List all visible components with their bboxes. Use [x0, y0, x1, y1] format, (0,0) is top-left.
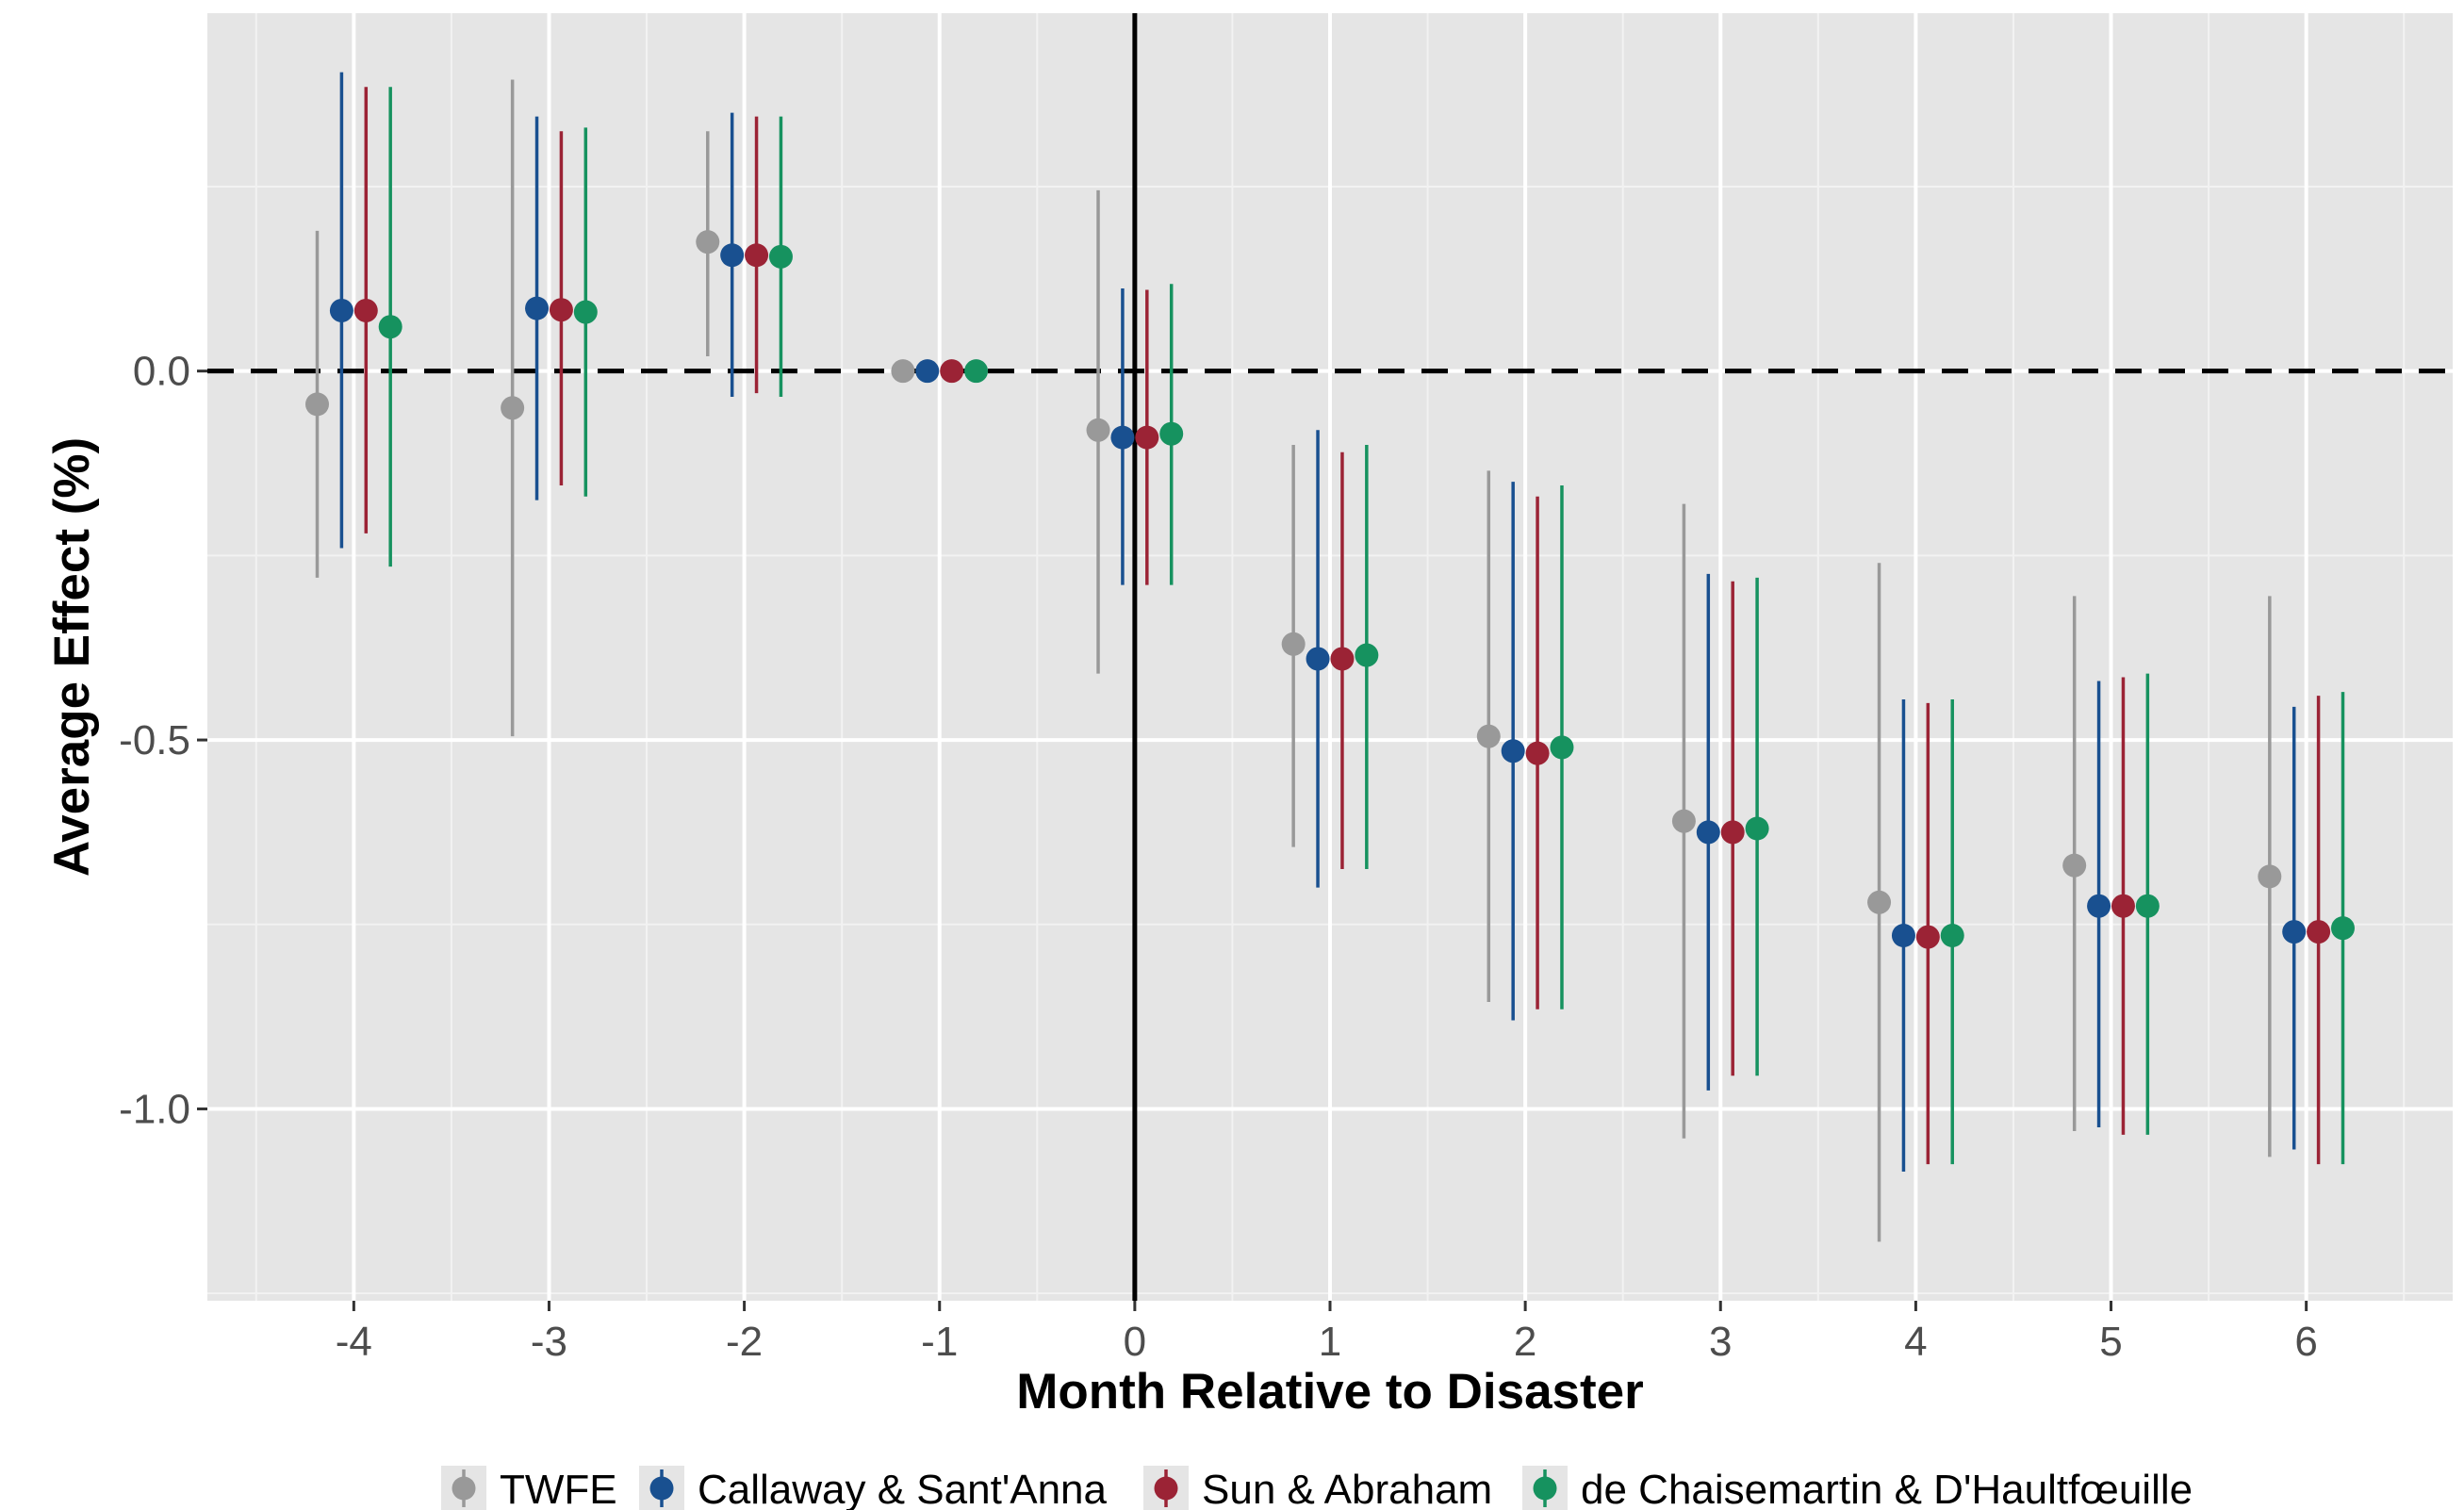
point-estimate: [2087, 894, 2111, 918]
x-tick-label: 2: [1514, 1319, 1536, 1365]
point-estimate: [1696, 820, 1720, 845]
point-estimate: [1306, 647, 1330, 671]
point-estimate: [1086, 418, 1110, 442]
legend-label: de Chaisemartin & D'Haultfœuille: [1581, 1467, 2193, 1510]
point-estimate: [501, 396, 525, 420]
point-estimate: [720, 243, 745, 268]
point-estimate: [1476, 724, 1501, 748]
series-sun-abraham: [353, 87, 2331, 1165]
point-estimate: [1330, 647, 1355, 671]
point-estimate: [353, 298, 378, 322]
point-estimate: [1550, 735, 1574, 760]
point-estimate: [1671, 809, 1696, 833]
point-estimate: [1525, 741, 1550, 765]
point-estimate: [1915, 925, 1940, 949]
x-tick-label: 0: [1124, 1319, 1146, 1365]
point-estimate: [329, 298, 353, 322]
point-estimate: [915, 359, 940, 384]
series-callaway-sant-anna: [329, 72, 2307, 1173]
x-axis: -4 -3 -2 -1 0 1 2 3 4 5 6: [336, 1301, 2318, 1365]
x-tick-label: 6: [2294, 1319, 2317, 1365]
legend-key-point: [1533, 1476, 1557, 1501]
y-tick-label: -1.0: [119, 1086, 190, 1132]
point-estimate: [2282, 920, 2307, 944]
legend-key-point: [452, 1476, 476, 1501]
x-tick-label: -3: [531, 1319, 567, 1365]
point-estimate: [1891, 924, 1915, 948]
point-estimate: [378, 315, 402, 339]
point-estimate: [2258, 864, 2282, 889]
point-estimate: [573, 300, 598, 324]
x-tick-label: -1: [921, 1319, 958, 1365]
point-estimate: [1501, 739, 1525, 763]
legend-label: Callaway & Sant'Anna: [698, 1467, 1108, 1510]
x-tick-label: 1: [1319, 1319, 1341, 1365]
legend-label: Sun & Abraham: [1202, 1467, 1492, 1510]
point-estimate: [1867, 890, 1892, 914]
point-estimate: [305, 392, 330, 417]
point-estimate: [1940, 924, 1964, 948]
x-tick-label: -4: [336, 1319, 372, 1365]
point-estimate: [525, 296, 550, 320]
legend-item: Sun & Abraham: [1143, 1466, 1492, 1510]
x-tick-label: 4: [1904, 1319, 1927, 1365]
point-estimate: [964, 359, 989, 384]
series-layer: [305, 72, 2355, 1242]
legend-item: TWFE: [441, 1466, 617, 1510]
point-estimate: [1281, 632, 1306, 656]
legend-key-point: [649, 1476, 674, 1501]
y-axis: 0.0 -0.5 -1.0: [119, 349, 207, 1132]
point-estimate: [745, 243, 769, 268]
legend-label: TWFE: [500, 1467, 617, 1510]
point-estimate: [768, 244, 793, 269]
point-estimate: [940, 359, 964, 384]
x-tick-label: 5: [2099, 1319, 2122, 1365]
point-estimate: [1159, 421, 1184, 446]
point-estimate: [891, 359, 915, 384]
point-estimate: [2330, 916, 2355, 941]
point-estimate: [2307, 920, 2331, 944]
y-tick-label: 0.0: [133, 349, 190, 395]
point-estimate: [696, 230, 720, 254]
series-de-chaisemartin-d-haultf-uille: [378, 87, 2355, 1165]
legend-item: de Chaisemartin & D'Haultfœuille: [1522, 1466, 2193, 1510]
y-tick-label: -0.5: [119, 717, 190, 763]
x-tick-label: 3: [1709, 1319, 1732, 1365]
legend: TWFE Callaway & Sant'Anna Sun & Abraham de …: [441, 1466, 2193, 1510]
point-estimate: [2111, 894, 2135, 918]
point-estimate: [2062, 853, 2087, 878]
point-estimate: [1355, 643, 1379, 667]
reference-lines: [207, 13, 2453, 1301]
major-gridlines: [207, 13, 2453, 1301]
legend-item: Callaway & Sant'Anna: [639, 1466, 1108, 1510]
x-tick-label: -2: [726, 1319, 763, 1365]
legend-key-point: [1154, 1476, 1178, 1501]
point-estimate: [1110, 425, 1135, 450]
point-estimate: [549, 298, 573, 322]
point-estimate: [2135, 894, 2160, 918]
point-estimate: [1135, 425, 1159, 450]
x-axis-title: Month Relative to Disaster: [1016, 1364, 1644, 1420]
point-estimate: [1745, 816, 1769, 841]
series-twfe: [305, 79, 2282, 1242]
y-axis-title: Average Effect (%): [44, 437, 100, 877]
point-estimate: [1720, 820, 1745, 845]
